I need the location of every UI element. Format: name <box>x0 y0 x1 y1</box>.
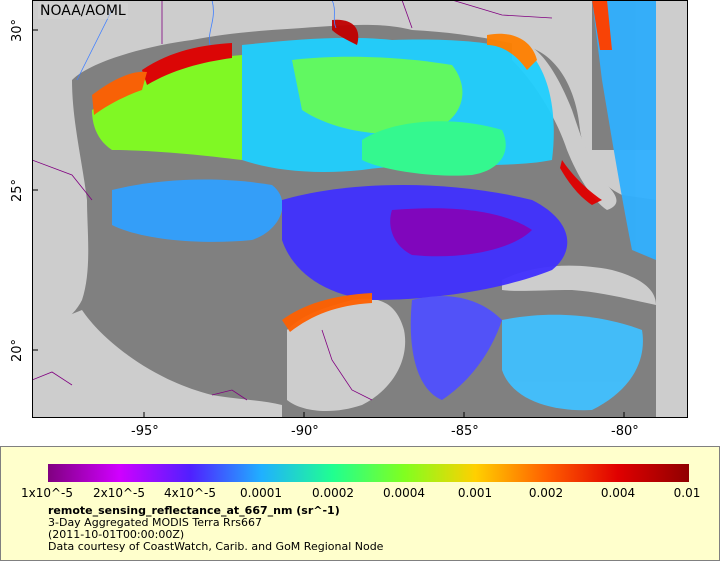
colorbar-tick: 0.002 <box>528 486 564 500</box>
colorbar-tick: 0.0002 <box>312 486 354 500</box>
colorbar-tick: 2x10^-5 <box>92 486 146 500</box>
colorbar-tick: 4x10^-5 <box>163 486 217 500</box>
colorbar-tick: 0.01 <box>673 486 701 500</box>
lat-label-20: 20° <box>10 338 25 362</box>
lon-label-80: -80° <box>611 424 639 439</box>
colorbar-tick: 0.001 <box>457 486 493 500</box>
colorbar <box>48 464 689 482</box>
cuba-land <box>502 265 656 305</box>
country-border <box>321 329 373 401</box>
lon-label-85: -85° <box>451 424 479 439</box>
country-border <box>32 371 73 386</box>
colorbar-tick: 0.004 <box>600 486 636 500</box>
lon-label-95: -95° <box>131 424 159 439</box>
colorbar-tick: 0.0001 <box>240 486 282 500</box>
reflectance-data <box>92 0 656 411</box>
river <box>209 0 214 46</box>
org-label: NOAA/AOML <box>38 3 128 19</box>
lat-label-30: 30° <box>10 18 25 42</box>
yucatan-land <box>287 298 406 412</box>
legend-panel: 1x10^-5 2x10^-5 4x10^-5 0.0001 0.0002 0.… <box>0 446 720 561</box>
state-border <box>451 0 553 19</box>
lon-label-90: -90° <box>291 424 319 439</box>
reflectance-map <box>32 0 688 418</box>
dataset-title: 3-Day Aggregated MODIS Terra Rrs667 <box>48 516 262 529</box>
legend-text: remote_sensing_reflectance_at_667_nm (sr… <box>48 505 383 553</box>
river <box>331 0 337 29</box>
country-border <box>211 389 248 401</box>
map-panel[interactable]: NOAA/AOML <box>32 0 688 418</box>
colorbar-tick: 1x10^-5 <box>21 486 74 500</box>
lat-label-25: 25° <box>10 178 25 202</box>
state-border <box>32 159 93 201</box>
colorbar-tick: 0.0004 <box>383 486 425 500</box>
variable-name: remote_sensing_reflectance_at_667_nm (sr… <box>48 504 340 517</box>
data-credit: Data courtesy of CoastWatch, Carib. and … <box>48 540 384 553</box>
dataset-time: (2011-10-01T00:00:00Z) <box>48 528 185 541</box>
mexico-land <box>32 310 282 418</box>
state-border <box>401 0 413 29</box>
